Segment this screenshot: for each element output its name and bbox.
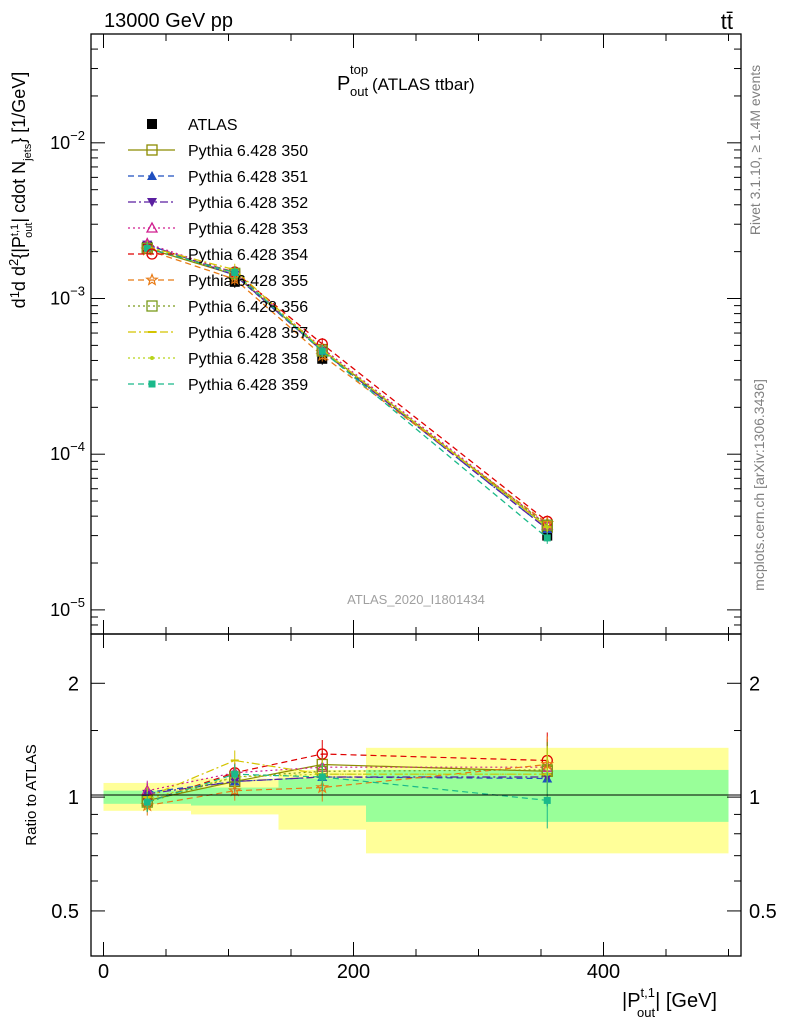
main-ytick-label-3: 10−2 (50, 128, 85, 153)
ratio-ytick-label-right-0: 0.5 (749, 901, 777, 923)
legend-item-4: Pythia 6.428 353 (128, 221, 308, 238)
legend-marker-6 (145, 272, 159, 286)
legend-label-6: Pythia 6.428 355 (188, 273, 308, 290)
x-tick-label-0: 0 (98, 961, 109, 983)
process-label: tt̄ (721, 9, 733, 34)
legend-item-9: Pythia 6.428 358 (128, 351, 308, 368)
legend-item-7: Pythia 6.428 356 (128, 299, 308, 316)
axes-ticks: 10−5 10−4 10−3 10−2 0.5 0.5 1 1 2 2 0 200 400 (50, 34, 777, 983)
main-y-label-text: d1d d2{|Pt,1 out| cdot Njets} [1/GeV] (6, 72, 35, 309)
ratio-ytick-label-left-2: 2 (68, 673, 79, 695)
legend-label-8: Pythia 6.428 357 (188, 325, 308, 342)
legend-label-4: Pythia 6.428 353 (188, 221, 308, 238)
legend-label-0: ATLAS (188, 117, 238, 134)
analysis-watermark: ATLAS_2020_I1801434 (347, 592, 485, 607)
main-point-10-0 (143, 244, 151, 252)
title-rest: (ATLAS ttbar) (372, 75, 475, 94)
ratio-point-9-3 (543, 796, 551, 804)
ratio-line-6 (147, 769, 548, 803)
legend-marker-3 (147, 198, 157, 207)
ratio-series-layer (140, 732, 555, 829)
ratio-ytick-label-left-1: 1 (68, 787, 79, 809)
title-main: P (337, 73, 350, 95)
legend-label-9: Pythia 6.428 358 (188, 351, 308, 368)
ratio-y-axis-label: Ratio to ATLAS (23, 744, 40, 845)
title-superscript: top (350, 62, 368, 77)
main-ytick-label-2: 10−3 (50, 284, 85, 309)
ratio-point-9-2 (318, 773, 326, 781)
ratio-line-4 (147, 753, 548, 803)
ratio-ytick-label-left-0: 0.5 (51, 901, 79, 923)
ratio-line-9 (147, 773, 548, 803)
legend-item-10: Pythia 6.428 359 (128, 377, 308, 394)
ratio-ytick-label-right-1: 1 (749, 787, 760, 809)
x-label-text: |Pt,1 out| [GeV] (622, 985, 717, 1020)
legend-label-7: Pythia 6.428 356 (188, 299, 308, 316)
main-point-10-2 (318, 347, 326, 355)
uncertainty-bands (103, 747, 729, 854)
main-line-6 (147, 249, 548, 524)
legend: ATLAS Pythia 6.428 350 Pythia 6.428 351 Pyt… (128, 117, 308, 394)
x-axis-label: |Pt,1 out| [GeV] (622, 985, 717, 1020)
main-line-10 (147, 247, 548, 539)
legend-label-10: Pythia 6.428 359 (188, 377, 308, 394)
main-point-9-3 (545, 525, 550, 530)
ratio-line-5 (147, 763, 548, 807)
legend-label-1: Pythia 6.428 350 (188, 143, 308, 160)
ratio-point-5-1 (227, 783, 242, 797)
legend-item-2: Pythia 6.428 351 (128, 169, 308, 186)
main-line-3 (147, 243, 548, 530)
legend-marker-7 (146, 300, 158, 312)
main-point-10-1 (231, 268, 239, 276)
legend-label-5: Pythia 6.428 354 (188, 247, 308, 264)
rivet-label: Rivet 3.1.10, ≥ 1.4M events (747, 65, 763, 235)
legend-item-6: Pythia 6.428 355 (128, 272, 308, 290)
legend-marker-0 (147, 119, 157, 129)
x-tick-label-2: 400 (587, 961, 620, 983)
plot-title: P top out (ATLAS ttbar) (337, 62, 475, 99)
main-point-10-3 (543, 534, 551, 542)
main-ytick-label-1: 10−4 (50, 439, 85, 464)
main-ytick-label-0: 10−5 (50, 595, 85, 620)
ratio-point-9-1 (231, 770, 239, 778)
legend-label-2: Pythia 6.428 351 (188, 169, 308, 186)
ratio-series-9 (143, 763, 551, 829)
ratio-line-0 (147, 763, 548, 801)
main-series-10 (143, 242, 551, 544)
legend-marker-10 (148, 380, 156, 388)
mcplots-label: mcplots.cern.ch [arXiv:1306.3436] (751, 379, 767, 591)
legend-item-3: Pythia 6.428 352 (128, 195, 308, 212)
legend-item-8: Pythia 6.428 357 (128, 325, 308, 342)
legend-marker-1 (146, 144, 158, 156)
main-line-4 (147, 243, 548, 526)
ratio-point-9-0 (143, 798, 151, 806)
legend-item-1: Pythia 6.428 350 (128, 143, 308, 160)
legend-marker-9 (150, 356, 154, 360)
title-subscript: out (350, 84, 368, 99)
legend-item-5: Pythia 6.428 354 (128, 247, 308, 264)
main-y-axis-label: d1d d2{|Pt,1 out| cdot Njets} [1/GeV] (6, 72, 35, 309)
energy-label: 13000 GeV pp (104, 10, 233, 32)
legend-marker-5 (146, 248, 158, 260)
ratio-ytick-label-right-2: 2 (749, 673, 760, 695)
x-tick-label-1: 200 (337, 961, 370, 983)
legend-marker-2 (147, 171, 157, 180)
legend-item-0: ATLAS (147, 117, 238, 134)
legend-label-3: Pythia 6.428 352 (188, 195, 308, 212)
legend-marker-4 (145, 221, 159, 233)
